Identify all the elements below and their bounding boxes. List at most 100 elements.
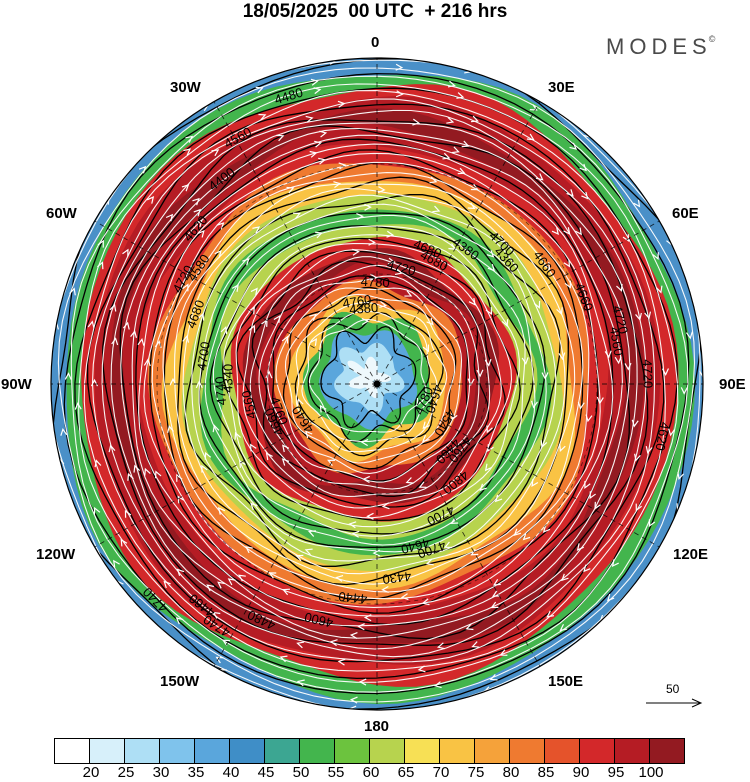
height-contour (209, 225, 534, 535)
streamline-arrow (661, 368, 669, 376)
contour-label: 4740 (212, 376, 229, 406)
contour-label: 4440 (338, 589, 368, 607)
streamline (101, 109, 647, 658)
map-disc: 4780476046804640458045604460438044604340… (51, 58, 703, 710)
streamline-arrow (120, 538, 128, 547)
streamline-arrow (296, 641, 305, 649)
streamline-arrow (422, 434, 430, 443)
brand-name: MODES (606, 34, 712, 59)
height-contour (320, 325, 417, 429)
colorbar-cell (264, 738, 300, 764)
streamline-arrow (551, 227, 560, 235)
streamline-arrow (282, 588, 290, 596)
streamline-arrow (680, 387, 688, 395)
lon-label-30w: 30W (170, 79, 201, 96)
streamline-arrow (501, 319, 509, 328)
streamline-arrow (526, 133, 535, 141)
streamline-arrow (204, 451, 212, 460)
streamline-arrow (248, 324, 256, 333)
streamline-arrow (594, 501, 601, 510)
streamline-arrow (468, 297, 476, 306)
streamline-arrow (465, 623, 474, 631)
streamline-arrow (485, 307, 493, 316)
streamline-arrow (529, 104, 538, 111)
wind-speed-band (347, 356, 391, 399)
streamline-arrow (533, 300, 541, 309)
streamline-arrow (655, 285, 663, 294)
colorbar-tick-label: 90 (572, 764, 590, 781)
streamline-arrow (422, 421, 430, 430)
streamline (173, 183, 576, 585)
streamline-arrow (364, 203, 372, 211)
lon-label-30e: 30E (548, 79, 575, 96)
wind-speed-colorbar (54, 738, 685, 764)
streamline (120, 127, 631, 639)
lon-label-60e: 60E (672, 205, 699, 222)
streamline-arrow (144, 467, 151, 476)
streamline-arrow (318, 157, 327, 165)
streamline-arrow (220, 326, 228, 335)
streamline-arrow (486, 425, 493, 434)
streamline-arrow (372, 549, 381, 557)
streamline-arrow (451, 412, 458, 421)
streamline-arrow (442, 152, 451, 160)
streamline-arrow (319, 130, 328, 138)
height-contour (251, 260, 490, 498)
streamline-arrow (596, 396, 604, 405)
lon-label-0: 0 (371, 34, 380, 51)
streamline-arrow (559, 624, 568, 632)
streamline-arrow (286, 186, 295, 194)
streamline-arrow (589, 491, 596, 500)
streamline-arrow (309, 150, 318, 158)
streamline-arrow (348, 521, 357, 529)
streamline-arrow (258, 113, 267, 121)
contour-label: 4430 (382, 569, 413, 587)
lon-label-150w: 150W (160, 673, 200, 690)
streamline-arrow (668, 428, 676, 437)
height-contour (294, 299, 444, 457)
streamline-arrow (87, 320, 95, 329)
streamline-arrow (521, 357, 529, 365)
streamline-arrow (234, 431, 241, 440)
streamline-arrow (497, 235, 506, 243)
colorbar-cell (124, 738, 160, 764)
streamline (162, 172, 584, 593)
streamline-arrow (446, 116, 455, 124)
streamline-arrow (456, 92, 465, 99)
streamline-arrow (183, 148, 192, 156)
streamline-arrow (467, 378, 475, 387)
streamline-arrow (457, 167, 466, 175)
streamline (242, 249, 502, 509)
colorbar-cell (544, 738, 580, 764)
streamline-arrow (130, 330, 138, 338)
streamline-arrow (381, 585, 389, 594)
streamline-arrow (231, 284, 239, 292)
colorbar-tick-label: 20 (82, 764, 100, 781)
streamline-arrow (296, 398, 304, 407)
streamline-arrow (214, 249, 222, 258)
colorbar-cell (369, 738, 405, 764)
streamline-arrow (395, 90, 404, 98)
streamline-arrow (97, 239, 104, 248)
streamline-arrow (292, 212, 301, 220)
streamline-arrow (470, 548, 479, 556)
parallel-line (266, 273, 488, 495)
streamline-arrow (206, 584, 215, 592)
map-title: 18/05/2025 00 UTC + 216 hrs (242, 1, 508, 22)
contour-label: 4700 (194, 341, 213, 372)
streamline-arrow (470, 183, 479, 191)
streamline-arrow (492, 578, 501, 586)
height-contour (272, 275, 469, 482)
streamline-arrow (310, 78, 319, 86)
brand-logo: MODES© (606, 34, 715, 60)
streamline-arrow (418, 481, 427, 488)
streamline-arrow (540, 440, 548, 449)
contour-label: 4560 (607, 326, 627, 357)
reference-vector-arrow (646, 698, 703, 708)
streamline (143, 152, 601, 608)
streamline-arrow (558, 352, 566, 361)
streamline-arrow (461, 140, 470, 148)
streamline-arrow (307, 530, 316, 537)
streamline-arrow (305, 430, 313, 439)
streamline-arrow (255, 86, 264, 94)
